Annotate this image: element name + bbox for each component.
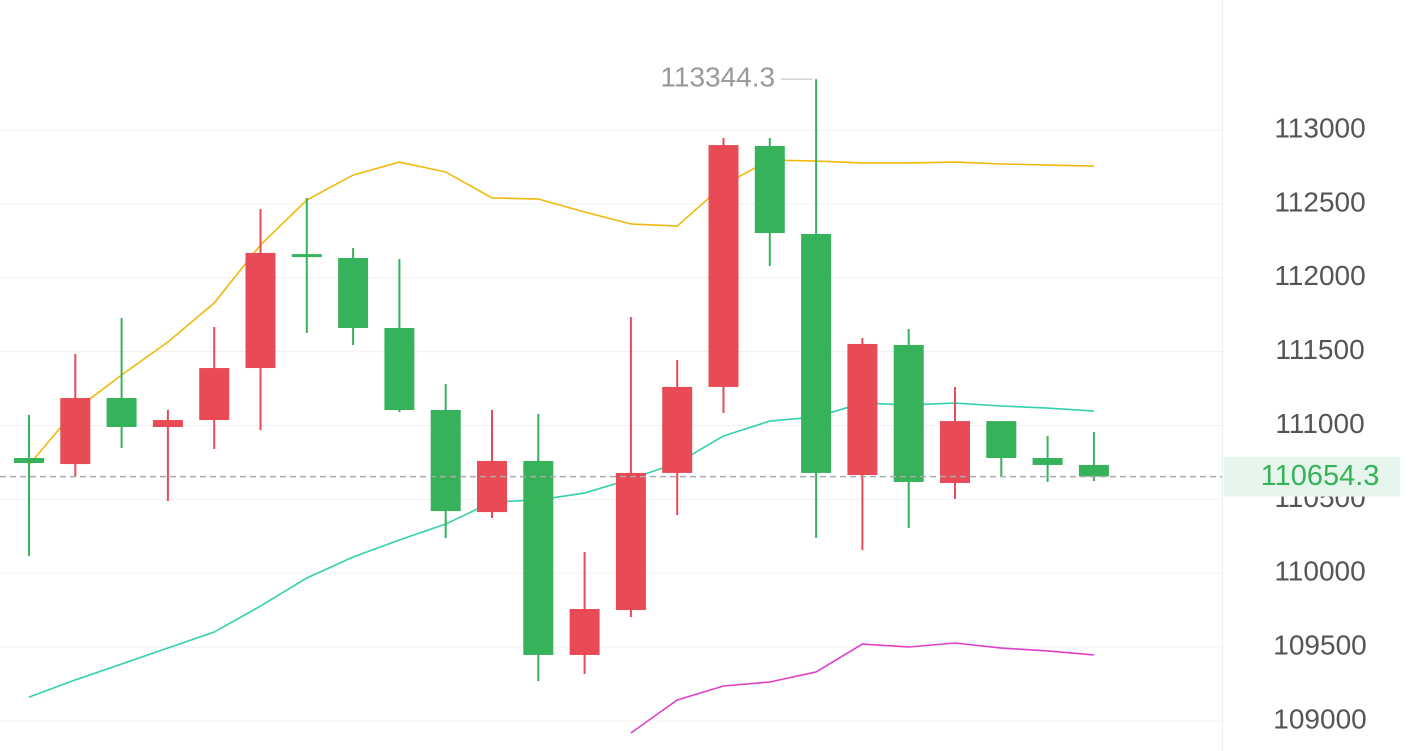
candle-body [615, 472, 646, 611]
candle-body [523, 460, 554, 655]
high-marker-label: 113344.3 [660, 62, 775, 93]
y-tick-label: 109500 [1273, 630, 1366, 661]
candle-body [14, 458, 44, 464]
candle-body [1032, 458, 1063, 465]
candle-body [893, 344, 924, 482]
overlay-line [28, 159, 1094, 466]
candle-body [291, 254, 322, 258]
y-tick-label: 109000 [1273, 703, 1366, 734]
candle-body [569, 609, 600, 655]
overlay-line [630, 642, 1094, 734]
y-tick-label: 111000 [1275, 408, 1364, 439]
candle-body [106, 398, 137, 427]
y-tick-label: 112500 [1274, 186, 1365, 217]
candle-body [754, 145, 785, 233]
last-price-label: 110654.3 [1261, 460, 1380, 492]
candle-body [801, 234, 832, 473]
overlay-line [28, 402, 1094, 698]
candle-body [940, 421, 970, 483]
last-price-badge [1224, 456, 1400, 497]
candle-body [199, 368, 230, 421]
candle-body [152, 420, 183, 427]
candle-body [245, 252, 276, 369]
candle-body [1078, 464, 1109, 477]
y-tick-label: 112000 [1274, 260, 1365, 291]
y-tick-label: 110000 [1274, 556, 1365, 587]
candle-body [847, 343, 878, 476]
candle-body [477, 460, 507, 513]
candle-body [60, 398, 91, 465]
candle-body [338, 257, 369, 328]
y-tick-label: 113000 [1274, 112, 1365, 143]
candle-body [986, 421, 1017, 459]
plot-area [14, 79, 1109, 734]
candle-body [662, 386, 693, 473]
y-tick-label: 111500 [1275, 334, 1364, 365]
candle-body [384, 327, 415, 410]
candle-body [708, 145, 739, 387]
candle-body [430, 409, 461, 512]
